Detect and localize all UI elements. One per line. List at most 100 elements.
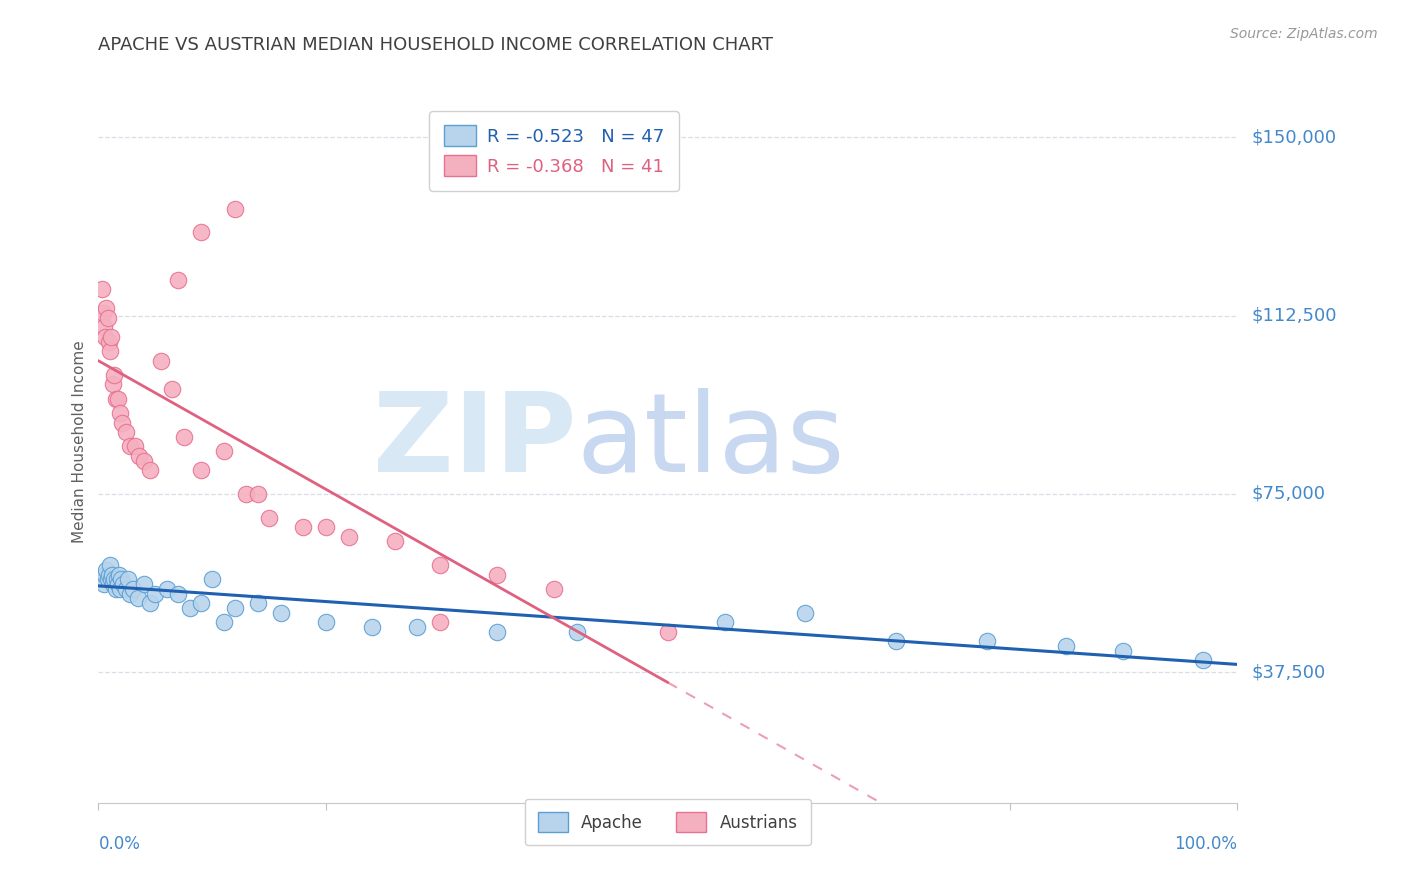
Point <box>259 510 281 524</box>
Point <box>429 558 451 573</box>
Point <box>190 226 212 240</box>
Point <box>179 601 201 615</box>
Point <box>190 596 212 610</box>
Point <box>201 573 224 587</box>
Point <box>167 587 190 601</box>
Point <box>138 596 160 610</box>
Text: 0.0%: 0.0% <box>98 835 141 854</box>
Point <box>98 558 121 573</box>
Text: $112,500: $112,500 <box>1251 307 1337 325</box>
Point <box>98 344 121 359</box>
Point <box>145 587 167 601</box>
Point <box>90 573 112 587</box>
Point <box>96 310 118 325</box>
Text: ZIP: ZIP <box>374 388 576 495</box>
Point <box>114 582 136 596</box>
Point <box>112 577 135 591</box>
Point <box>235 487 257 501</box>
Point <box>111 416 134 430</box>
Point <box>406 620 429 634</box>
Point <box>429 615 451 630</box>
Point <box>270 606 292 620</box>
Point <box>121 582 143 596</box>
Point <box>1054 639 1078 653</box>
Point <box>384 534 406 549</box>
Point <box>114 425 136 439</box>
Text: Source: ZipAtlas.com: Source: ZipAtlas.com <box>1230 27 1378 41</box>
Point <box>657 624 679 639</box>
Point <box>565 624 588 639</box>
Point <box>167 273 190 287</box>
Point <box>1112 643 1135 657</box>
Point <box>100 330 122 344</box>
Point <box>124 439 146 453</box>
Point <box>884 634 907 648</box>
Point <box>793 606 815 620</box>
Point <box>127 591 149 606</box>
Point <box>224 601 246 615</box>
Point <box>543 582 565 596</box>
Point <box>94 567 117 582</box>
Point <box>93 320 115 334</box>
Point <box>246 487 269 501</box>
Point <box>105 573 128 587</box>
Point <box>96 573 118 587</box>
Point <box>132 577 155 591</box>
Point <box>190 463 212 477</box>
Text: atlas: atlas <box>576 388 845 495</box>
Point <box>97 334 120 349</box>
Point <box>128 449 150 463</box>
Point <box>162 382 184 396</box>
Point <box>94 330 117 344</box>
Point <box>315 615 337 630</box>
Point <box>110 573 132 587</box>
Point <box>486 624 509 639</box>
Text: $150,000: $150,000 <box>1251 128 1336 146</box>
Point <box>93 577 115 591</box>
Point <box>246 596 269 610</box>
Point <box>100 573 122 587</box>
Point <box>360 620 382 634</box>
Point <box>117 573 139 587</box>
Point <box>1192 653 1215 667</box>
Point <box>108 582 131 596</box>
Point <box>150 353 173 368</box>
Point <box>486 567 509 582</box>
Point <box>224 202 246 216</box>
Point <box>120 587 142 601</box>
Point <box>976 634 998 648</box>
Point <box>107 577 129 591</box>
Point <box>108 567 131 582</box>
Point <box>104 582 127 596</box>
Point <box>91 306 114 320</box>
Point <box>292 520 315 534</box>
Point <box>103 368 125 382</box>
Point <box>90 282 112 296</box>
Point <box>212 615 235 630</box>
Legend: Apache, Austrians: Apache, Austrians <box>524 799 811 845</box>
Point <box>212 444 235 458</box>
Point <box>103 377 125 392</box>
Point <box>103 573 125 587</box>
Point <box>714 615 737 630</box>
Point <box>173 430 195 444</box>
Point <box>96 563 118 577</box>
Point <box>97 567 120 582</box>
Point <box>101 567 124 582</box>
Text: $37,500: $37,500 <box>1251 663 1326 681</box>
Point <box>315 520 337 534</box>
Text: 100.0%: 100.0% <box>1174 835 1237 854</box>
Point <box>337 530 360 544</box>
Point <box>156 582 179 596</box>
Point <box>103 577 125 591</box>
Text: $75,000: $75,000 <box>1251 485 1326 503</box>
Point <box>120 439 142 453</box>
Text: APACHE VS AUSTRIAN MEDIAN HOUSEHOLD INCOME CORRELATION CHART: APACHE VS AUSTRIAN MEDIAN HOUSEHOLD INCO… <box>98 36 773 54</box>
Point <box>104 392 127 406</box>
Point <box>96 301 118 316</box>
Point <box>138 463 160 477</box>
Point <box>132 453 155 467</box>
Y-axis label: Median Household Income: Median Household Income <box>72 340 87 543</box>
Point <box>108 406 131 420</box>
Point <box>107 392 129 406</box>
